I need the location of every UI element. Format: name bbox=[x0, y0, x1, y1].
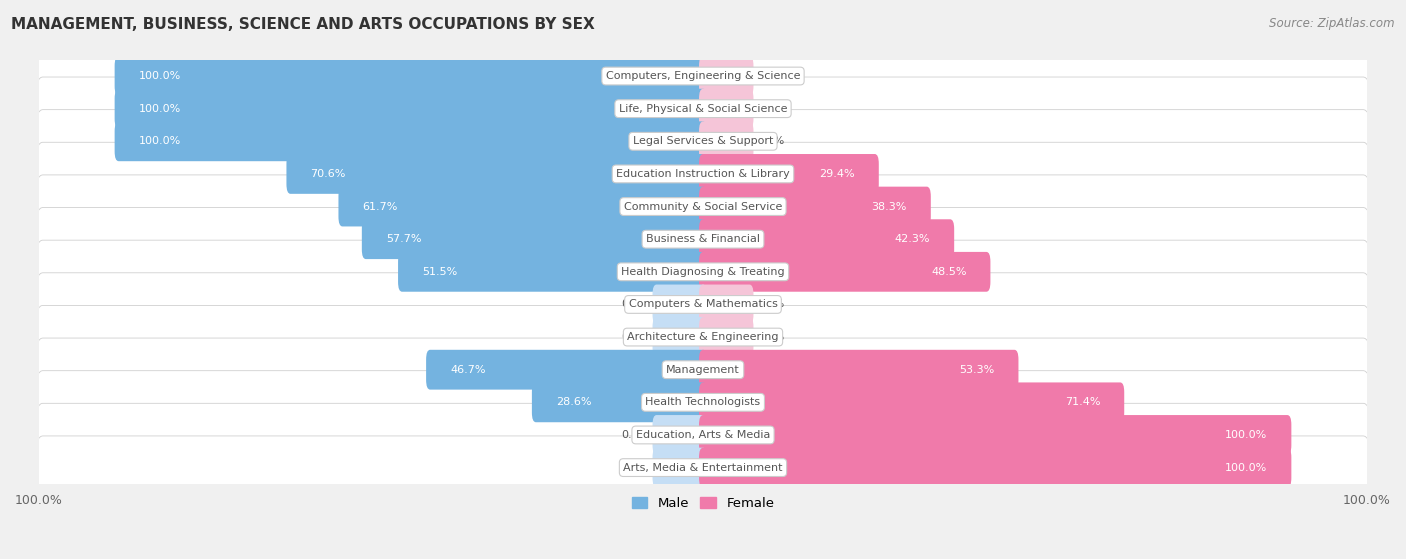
Text: 46.7%: 46.7% bbox=[450, 364, 485, 375]
Text: Legal Services & Support: Legal Services & Support bbox=[633, 136, 773, 146]
FancyBboxPatch shape bbox=[699, 350, 1018, 390]
FancyBboxPatch shape bbox=[339, 187, 707, 226]
FancyBboxPatch shape bbox=[37, 110, 1369, 173]
FancyBboxPatch shape bbox=[37, 436, 1369, 499]
Text: 0.0%: 0.0% bbox=[756, 103, 785, 113]
FancyBboxPatch shape bbox=[652, 317, 707, 357]
Text: 100.0%: 100.0% bbox=[139, 136, 181, 146]
FancyBboxPatch shape bbox=[37, 143, 1369, 206]
Text: 70.6%: 70.6% bbox=[311, 169, 346, 179]
FancyBboxPatch shape bbox=[699, 56, 754, 96]
Text: Source: ZipAtlas.com: Source: ZipAtlas.com bbox=[1270, 17, 1395, 30]
FancyBboxPatch shape bbox=[37, 240, 1369, 304]
Text: Architecture & Engineering: Architecture & Engineering bbox=[627, 332, 779, 342]
Text: 100.0%: 100.0% bbox=[139, 71, 181, 81]
FancyBboxPatch shape bbox=[699, 448, 1291, 487]
FancyBboxPatch shape bbox=[652, 415, 707, 455]
FancyBboxPatch shape bbox=[115, 56, 707, 96]
Text: 61.7%: 61.7% bbox=[363, 202, 398, 211]
Text: Health Diagnosing & Treating: Health Diagnosing & Treating bbox=[621, 267, 785, 277]
Text: 38.3%: 38.3% bbox=[872, 202, 907, 211]
Text: 57.7%: 57.7% bbox=[385, 234, 422, 244]
FancyBboxPatch shape bbox=[699, 252, 990, 292]
Text: Education, Arts & Media: Education, Arts & Media bbox=[636, 430, 770, 440]
FancyBboxPatch shape bbox=[37, 338, 1369, 401]
Text: Management: Management bbox=[666, 364, 740, 375]
Text: 71.4%: 71.4% bbox=[1064, 397, 1101, 408]
Text: 0.0%: 0.0% bbox=[621, 463, 650, 472]
FancyBboxPatch shape bbox=[37, 371, 1369, 434]
Text: 0.0%: 0.0% bbox=[756, 300, 785, 310]
Text: Business & Financial: Business & Financial bbox=[645, 234, 761, 244]
FancyBboxPatch shape bbox=[699, 317, 754, 357]
FancyBboxPatch shape bbox=[398, 252, 707, 292]
Text: Arts, Media & Entertainment: Arts, Media & Entertainment bbox=[623, 463, 783, 472]
FancyBboxPatch shape bbox=[37, 207, 1369, 271]
FancyBboxPatch shape bbox=[699, 89, 754, 129]
Text: 0.0%: 0.0% bbox=[621, 300, 650, 310]
FancyBboxPatch shape bbox=[699, 415, 1291, 455]
FancyBboxPatch shape bbox=[37, 77, 1369, 140]
FancyBboxPatch shape bbox=[699, 187, 931, 226]
FancyBboxPatch shape bbox=[699, 121, 754, 161]
FancyBboxPatch shape bbox=[37, 403, 1369, 467]
Text: Life, Physical & Social Science: Life, Physical & Social Science bbox=[619, 103, 787, 113]
Text: Community & Social Service: Community & Social Service bbox=[624, 202, 782, 211]
Text: 48.5%: 48.5% bbox=[931, 267, 966, 277]
FancyBboxPatch shape bbox=[37, 44, 1369, 108]
Text: 28.6%: 28.6% bbox=[555, 397, 592, 408]
Legend: Male, Female: Male, Female bbox=[626, 492, 780, 515]
Text: Computers & Mathematics: Computers & Mathematics bbox=[628, 300, 778, 310]
Text: Computers, Engineering & Science: Computers, Engineering & Science bbox=[606, 71, 800, 81]
FancyBboxPatch shape bbox=[699, 285, 754, 324]
FancyBboxPatch shape bbox=[652, 448, 707, 487]
Text: 0.0%: 0.0% bbox=[756, 332, 785, 342]
FancyBboxPatch shape bbox=[287, 154, 707, 194]
Text: 42.3%: 42.3% bbox=[894, 234, 931, 244]
FancyBboxPatch shape bbox=[426, 350, 707, 390]
Text: 0.0%: 0.0% bbox=[621, 332, 650, 342]
Text: MANAGEMENT, BUSINESS, SCIENCE AND ARTS OCCUPATIONS BY SEX: MANAGEMENT, BUSINESS, SCIENCE AND ARTS O… bbox=[11, 17, 595, 32]
Text: 0.0%: 0.0% bbox=[756, 136, 785, 146]
Text: 0.0%: 0.0% bbox=[756, 71, 785, 81]
Text: 51.5%: 51.5% bbox=[422, 267, 457, 277]
FancyBboxPatch shape bbox=[699, 219, 955, 259]
FancyBboxPatch shape bbox=[361, 219, 707, 259]
FancyBboxPatch shape bbox=[652, 285, 707, 324]
FancyBboxPatch shape bbox=[699, 382, 1125, 422]
Text: 0.0%: 0.0% bbox=[621, 430, 650, 440]
Text: 29.4%: 29.4% bbox=[820, 169, 855, 179]
FancyBboxPatch shape bbox=[37, 273, 1369, 336]
Text: Health Technologists: Health Technologists bbox=[645, 397, 761, 408]
FancyBboxPatch shape bbox=[699, 154, 879, 194]
Text: Education Instruction & Library: Education Instruction & Library bbox=[616, 169, 790, 179]
FancyBboxPatch shape bbox=[37, 305, 1369, 369]
FancyBboxPatch shape bbox=[37, 175, 1369, 238]
Text: 100.0%: 100.0% bbox=[1225, 430, 1267, 440]
FancyBboxPatch shape bbox=[531, 382, 707, 422]
Text: 100.0%: 100.0% bbox=[1225, 463, 1267, 472]
FancyBboxPatch shape bbox=[115, 89, 707, 129]
FancyBboxPatch shape bbox=[115, 121, 707, 161]
Text: 100.0%: 100.0% bbox=[139, 103, 181, 113]
Text: 53.3%: 53.3% bbox=[959, 364, 994, 375]
